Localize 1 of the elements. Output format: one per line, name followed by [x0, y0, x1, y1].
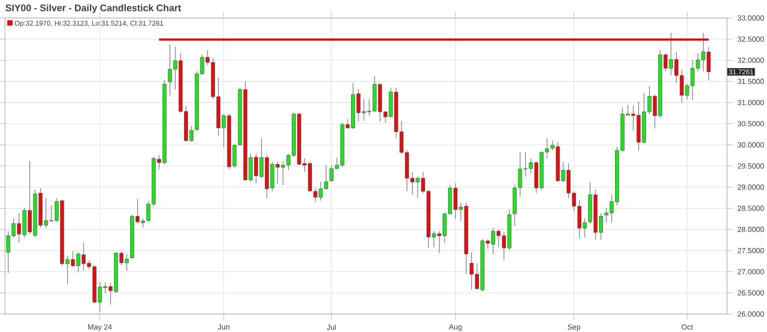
- chart-title: SIY00 - Silver - Daily Candlestick Chart: [6, 4, 182, 14]
